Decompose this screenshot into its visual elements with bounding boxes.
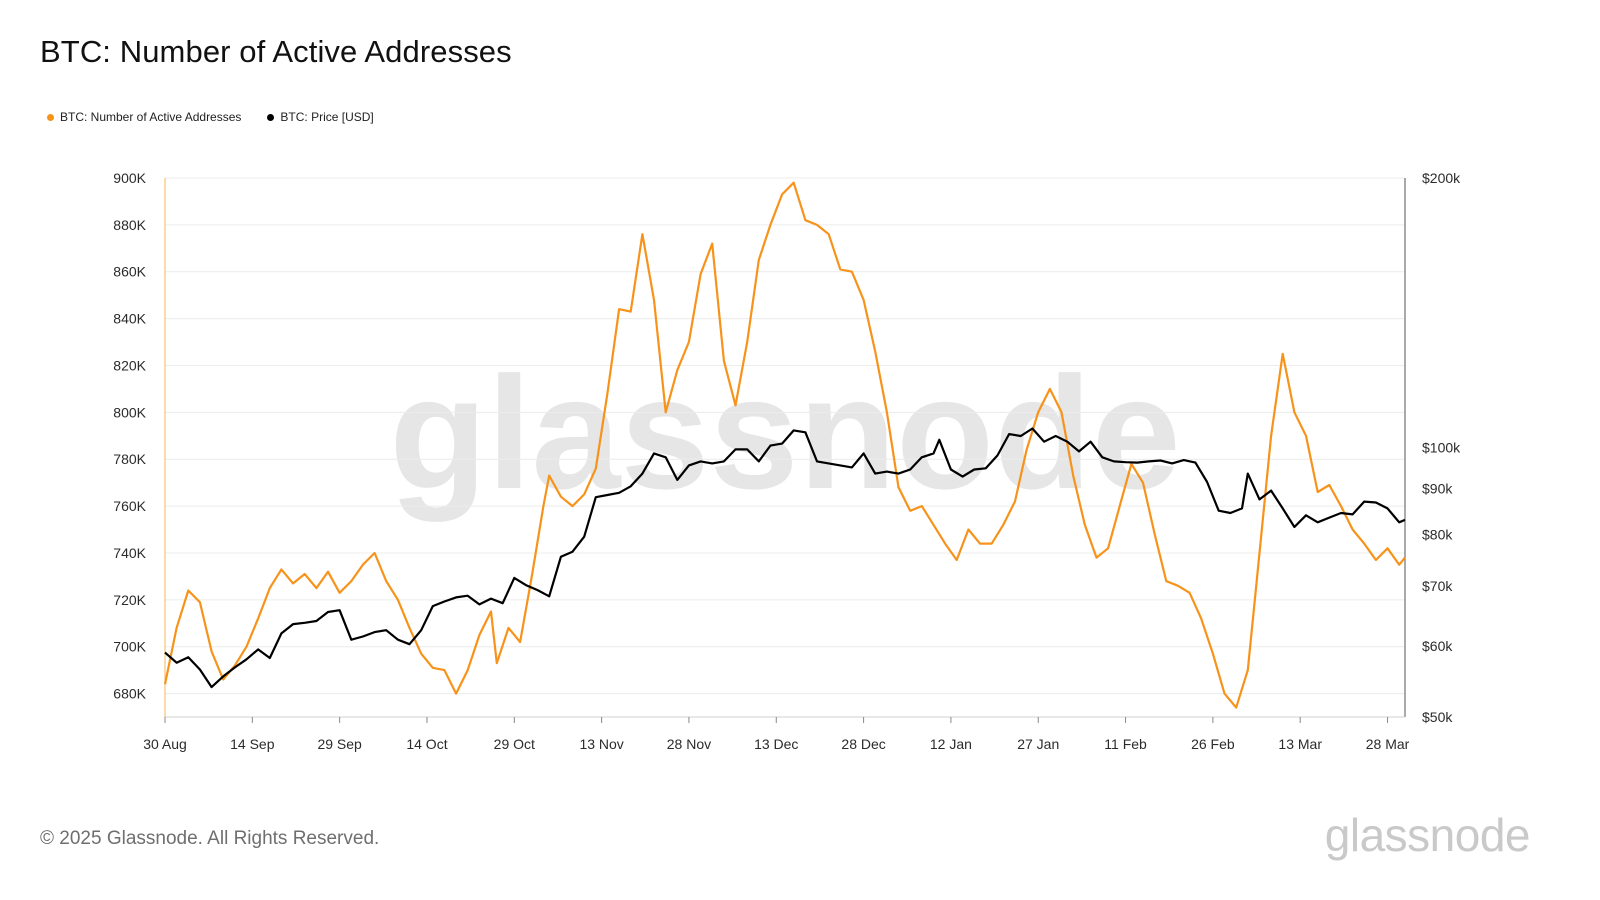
legend-dot-price-icon <box>267 113 275 121</box>
legend-label-price: BTC: Price [USD] <box>280 110 374 124</box>
right-tick-label: $80k <box>1422 526 1453 542</box>
left-tick-label: 700K <box>113 639 146 655</box>
legend-item-price[interactable]: BTC: Price [USD] <box>267 110 374 124</box>
x-tick-label: 13 Mar <box>1278 736 1322 752</box>
left-tick-label: 840K <box>113 311 146 327</box>
x-tick-label: 13 Dec <box>754 736 798 752</box>
left-tick-label: 860K <box>113 264 146 280</box>
left-tick-label: 760K <box>113 498 146 514</box>
x-tick-label: 27 Jan <box>1017 736 1059 752</box>
copyright-footer: © 2025 Glassnode. All Rights Reserved. <box>40 828 380 849</box>
left-tick-label: 820K <box>113 357 146 373</box>
right-tick-label: $90k <box>1422 480 1453 496</box>
right-tick-label: $200k <box>1422 170 1461 186</box>
x-tick-label: 14 Oct <box>406 736 447 752</box>
x-tick-label: 26 Feb <box>1191 736 1235 752</box>
legend-item-addresses[interactable]: BTC: Number of Active Addresses <box>47 110 241 124</box>
watermark-text: glassnode <box>389 343 1180 522</box>
brand-logo: glassnode <box>1324 809 1531 861</box>
right-tick-label: $70k <box>1422 578 1453 594</box>
x-tick-label: 14 Sep <box>230 736 275 752</box>
left-tick-label: 680K <box>113 686 146 702</box>
left-tick-label: 900K <box>113 170 146 186</box>
x-tick-label: 28 Mar <box>1366 736 1410 752</box>
grid-lines <box>165 177 1405 695</box>
x-tick-label: 28 Nov <box>667 736 711 752</box>
legend-dot-addresses-icon <box>47 113 54 121</box>
x-tick-label: 28 Dec <box>841 736 885 752</box>
price-line[interactable] <box>164 427 1406 689</box>
x-tick-label: 29 Sep <box>317 736 362 752</box>
x-tick-label: 12 Jan <box>930 736 972 752</box>
right-tick-label: $60k <box>1422 638 1453 654</box>
right-tick-label: $50k <box>1422 709 1453 725</box>
x-tick-label: 13 Nov <box>579 736 623 752</box>
axes: 900K 880K 860K 840K 820K 800K 780K 760K 740K 720K… <box>113 170 1461 752</box>
active-addresses-line[interactable] <box>163 181 1406 709</box>
series-lines <box>163 181 1406 709</box>
chart-title: BTC: Number of Active Addresses <box>40 34 512 69</box>
legend: BTC: Number of Active Addresses BTC: Pri… <box>47 110 374 124</box>
x-tick-label: 11 Feb <box>1104 736 1147 752</box>
x-tick-label: 30 Aug <box>143 736 187 752</box>
left-tick-label: 780K <box>113 451 146 467</box>
right-tick-label: $100k <box>1422 440 1461 456</box>
legend-label-addresses: BTC: Number of Active Addresses <box>60 110 242 124</box>
x-tick-label: 29 Oct <box>494 736 535 752</box>
left-tick-label: 720K <box>113 592 146 608</box>
left-tick-label: 740K <box>113 545 146 561</box>
left-tick-label: 880K <box>113 217 146 233</box>
left-tick-label: 800K <box>113 404 146 420</box>
